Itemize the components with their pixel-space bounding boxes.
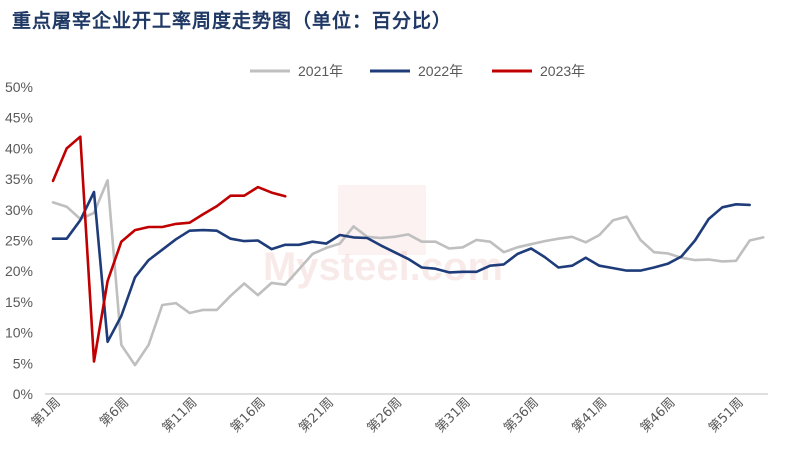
x-tick-label: 第51周 — [706, 395, 747, 436]
x-tick-label: 第31周 — [433, 395, 474, 436]
y-tick-label: 40% — [5, 140, 33, 156]
watermark-logo — [338, 185, 426, 255]
y-tick-label: 0% — [13, 386, 33, 402]
series-lines — [51, 135, 765, 367]
legend-label: 2021年 — [298, 63, 343, 79]
y-tick-label: 45% — [5, 110, 33, 126]
y-tick-label: 10% — [5, 325, 33, 341]
watermark: Mysteel.com — [263, 185, 503, 289]
series-line — [51, 135, 287, 363]
x-tick-label: 第1周 — [29, 395, 64, 430]
legend-label: 2023年 — [540, 63, 585, 79]
y-tick-label: 20% — [5, 263, 33, 279]
x-tick-label: 第11周 — [160, 395, 201, 436]
x-tick-label: 第21周 — [296, 395, 337, 436]
y-tick-label: 15% — [5, 294, 33, 310]
y-axis: 0% 5% 10% 15% 20% 25% 30% 35% 40% 45% 50% — [5, 79, 33, 402]
y-tick-label: 5% — [13, 355, 33, 371]
x-tick-label: 第6周 — [97, 395, 132, 430]
x-axis: 第1周 第6周 第11周 第16周 第21周 第26周 第31周 第36周 第41周 第46周 第5… — [29, 393, 768, 436]
series-line — [51, 179, 765, 367]
legend-label: 2022年 — [418, 63, 463, 79]
x-tick-label: 第26周 — [365, 395, 406, 436]
y-tick-label: 50% — [5, 79, 33, 95]
chart-title: 重点屠宰企业开工率周度走势图（单位：百分比） — [12, 10, 453, 32]
x-tick-label: 第41周 — [570, 395, 611, 436]
legend: 2021年 2022年 2023年 — [250, 63, 585, 79]
watermark-text: Mysteel.com — [263, 245, 503, 289]
x-tick-label: 第36周 — [501, 395, 542, 436]
x-tick-label: 第46周 — [638, 395, 679, 436]
series-line — [51, 190, 752, 344]
y-tick-label: 30% — [5, 202, 33, 218]
y-tick-label: 35% — [5, 171, 33, 187]
y-tick-label: 25% — [5, 233, 33, 249]
x-tick-label: 第16周 — [228, 395, 269, 436]
